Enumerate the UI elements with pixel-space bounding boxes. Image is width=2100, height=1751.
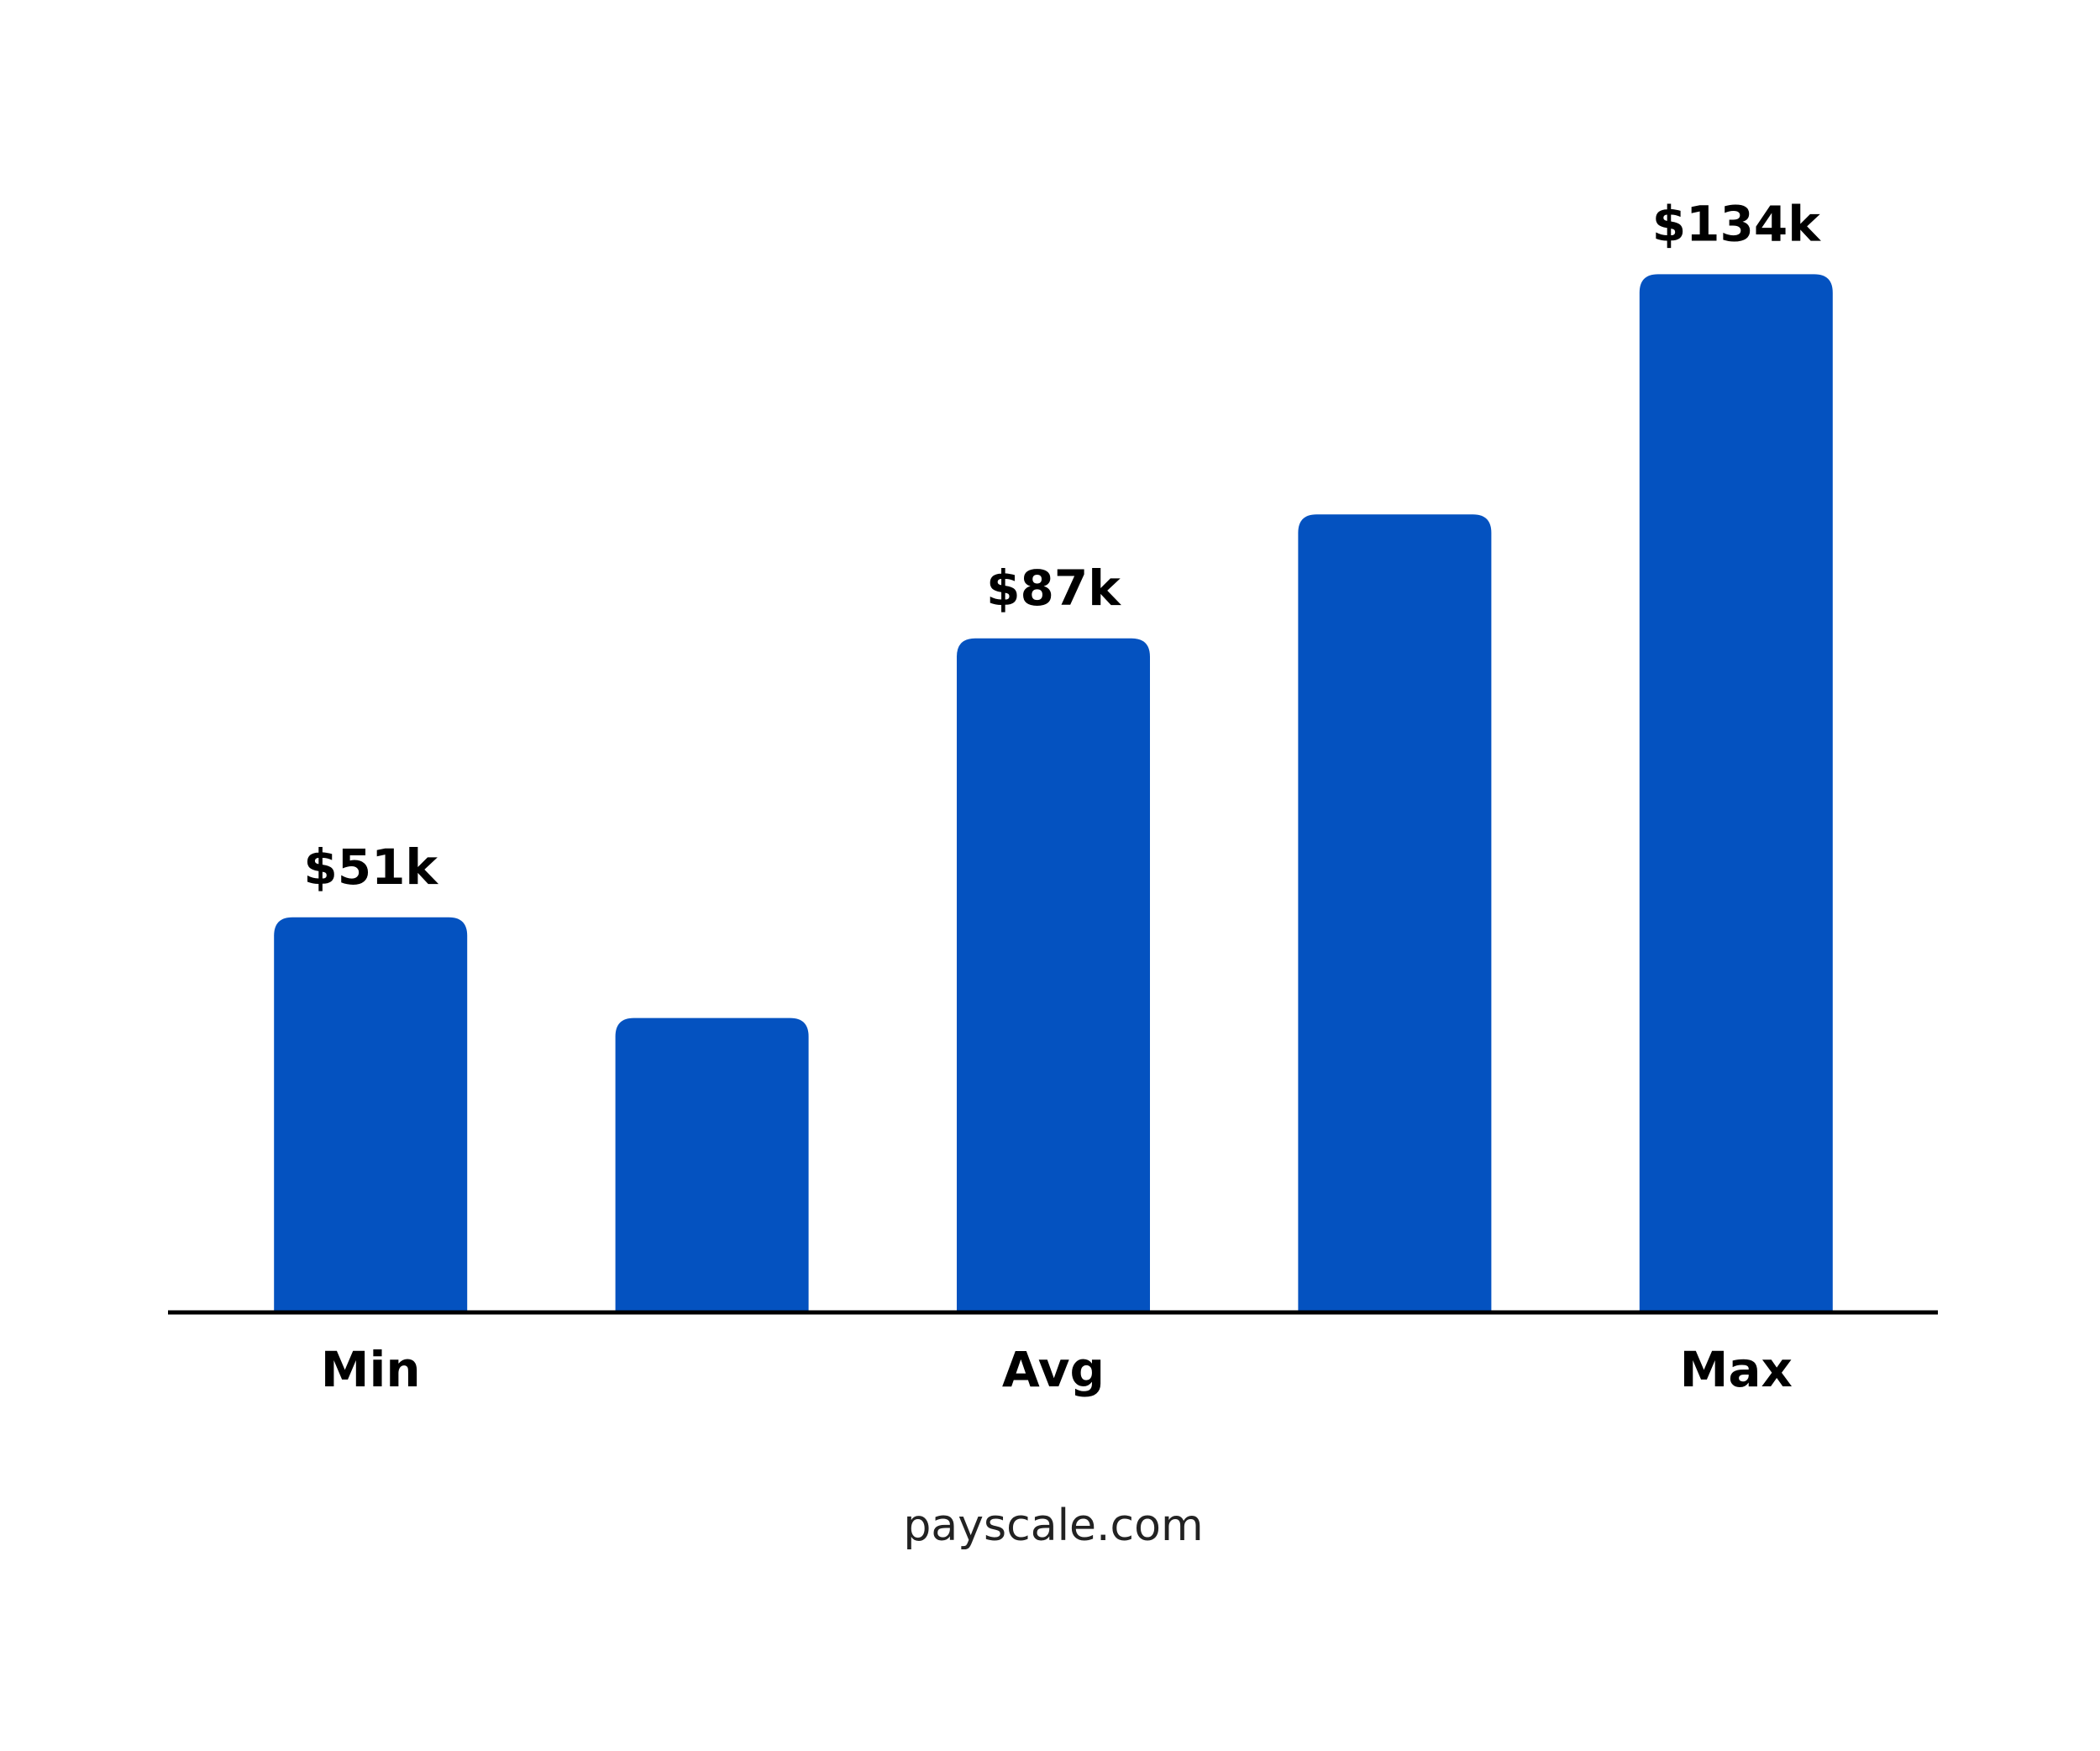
bar bbox=[615, 1017, 809, 1312]
value-label: $51k bbox=[303, 839, 438, 896]
x-tick-label: Max bbox=[1680, 1341, 1793, 1398]
value-label: $87k bbox=[986, 560, 1121, 617]
source: payscale.com bbox=[903, 1501, 1203, 1551]
bar bbox=[1298, 514, 1492, 1312]
bar bbox=[1639, 274, 1833, 1312]
bar bbox=[274, 917, 468, 1312]
value-label: $134k bbox=[1652, 195, 1821, 252]
x-tick-label: Avg bbox=[1002, 1341, 1105, 1398]
bar bbox=[957, 638, 1150, 1312]
x-tick-label: Min bbox=[321, 1341, 421, 1398]
